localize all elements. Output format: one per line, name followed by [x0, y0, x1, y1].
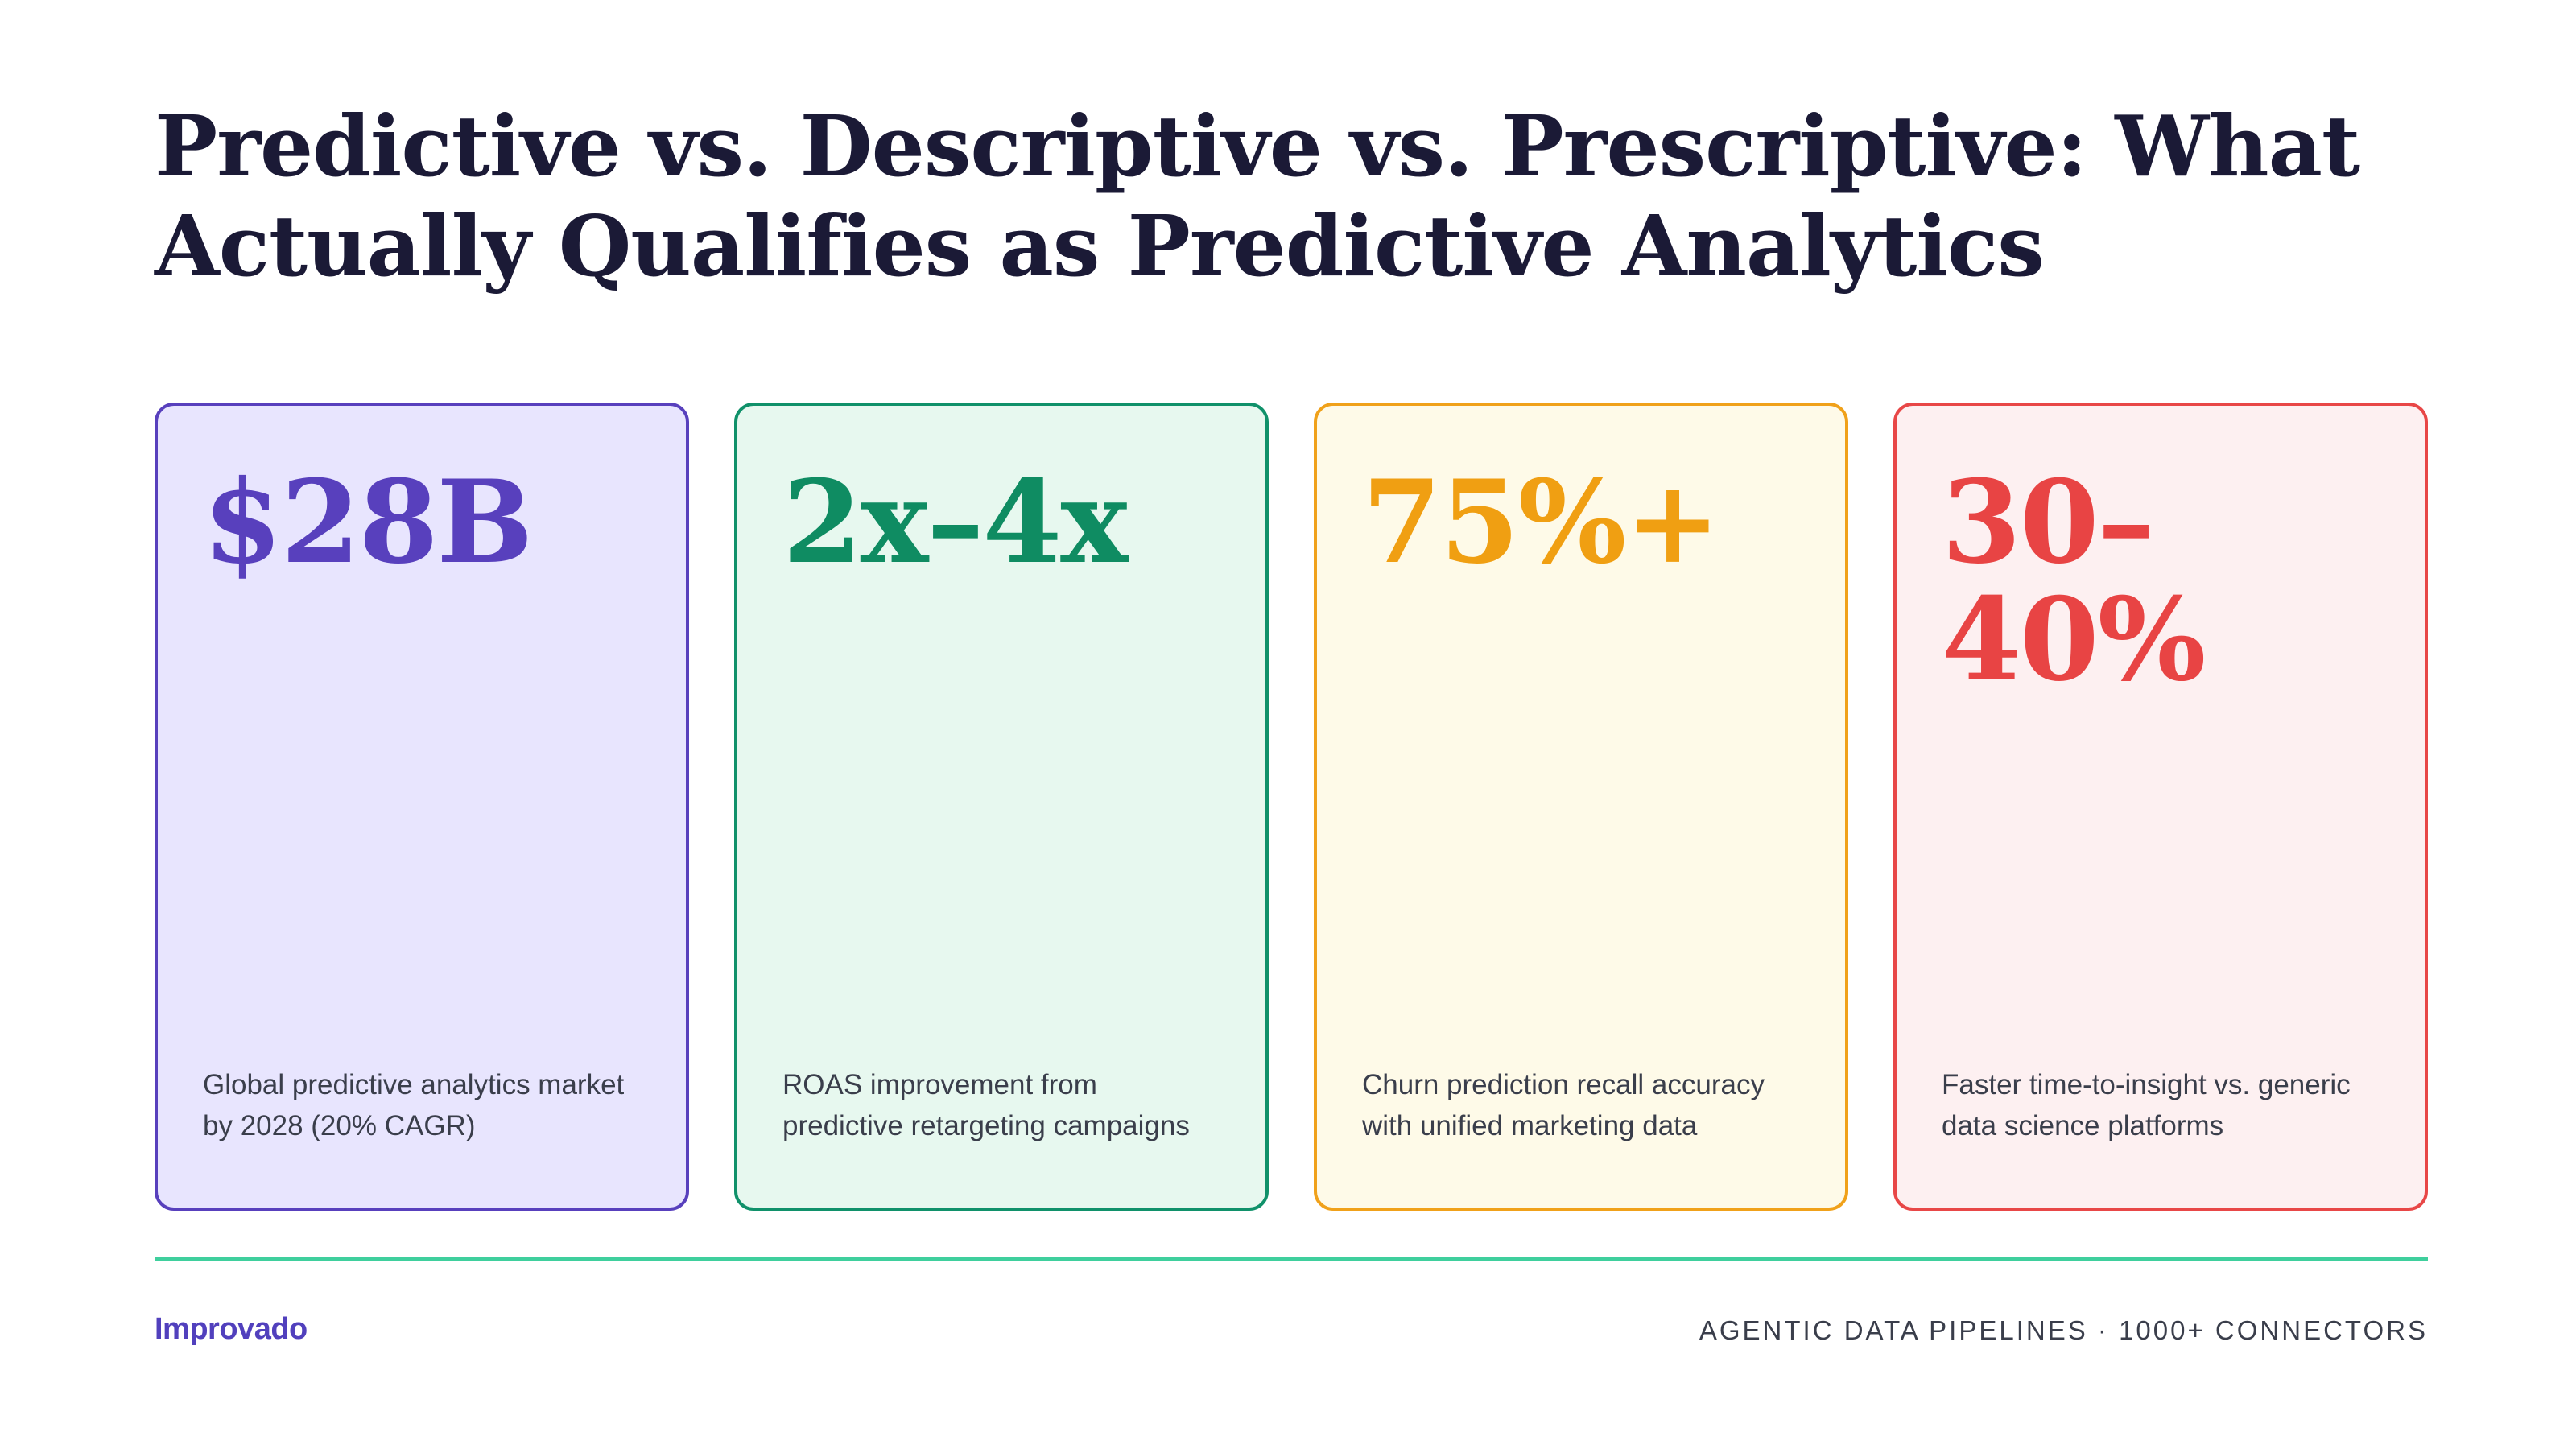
stat-card-churn: 75%+ Churn prediction recall accuracy wi… — [1314, 402, 1848, 1211]
stat-description: Churn prediction recall accuracy with un… — [1362, 1069, 1765, 1141]
footer-tagline: AGENTIC DATA PIPELINES · 1000+ CONNECTOR… — [1699, 1315, 2428, 1345]
brand-logo: Improvado — [155, 1312, 308, 1346]
stat-description: Global predictive analytics market by 20… — [203, 1069, 625, 1141]
stat-value: $28B — [203, 456, 533, 589]
footer-divider — [155, 1257, 2428, 1261]
page-title: Predictive vs. Descriptive vs. Prescript… — [155, 97, 2360, 295]
stat-description: ROAS improvement from predictive retarge… — [782, 1069, 1190, 1141]
stat-value: 75%+ — [1362, 456, 1721, 589]
stat-value: 30– 40% — [1942, 456, 2207, 707]
stat-card-time-to-insight: 30– 40% Faster time-to-insight vs. gener… — [1893, 402, 2428, 1211]
stat-description: Faster time-to-insight vs. generic data … — [1942, 1069, 2351, 1141]
stat-cards: $28B Global predictive analytics market … — [155, 402, 2428, 1211]
stat-card-roas: 2x–4x ROAS improvement from predictive r… — [734, 402, 1269, 1211]
stat-value: 2x–4x — [782, 456, 1129, 589]
stat-card-market-size: $28B Global predictive analytics market … — [155, 402, 689, 1211]
